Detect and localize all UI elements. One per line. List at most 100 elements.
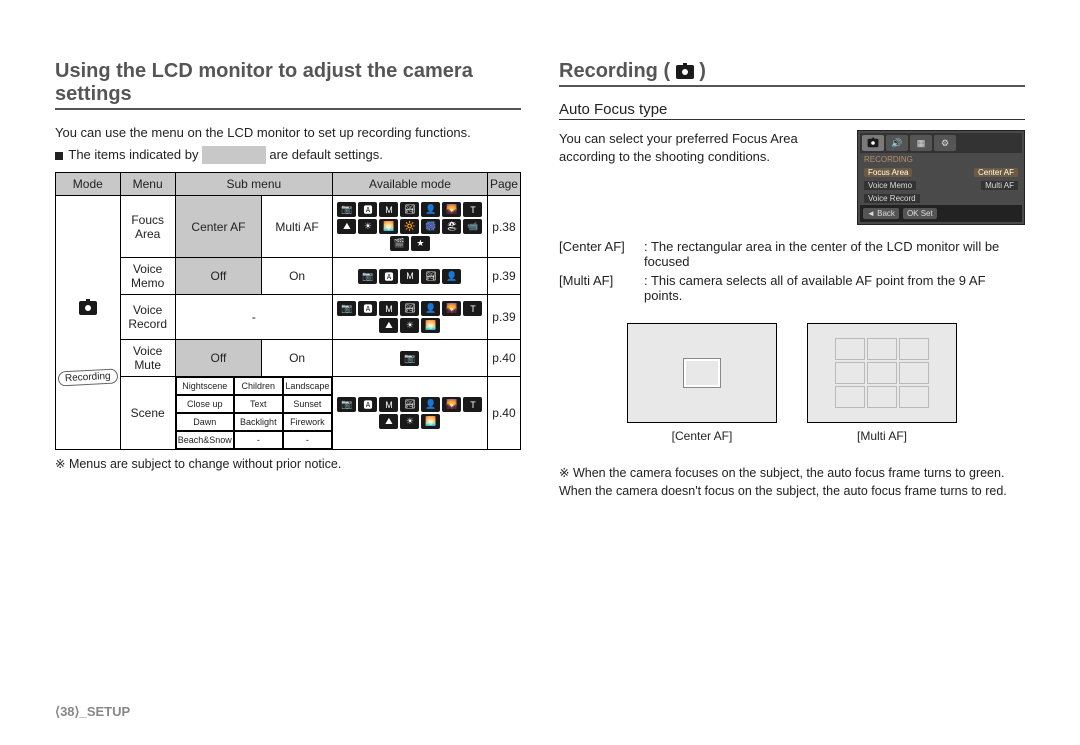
scene-cell: Dawn: [176, 413, 234, 431]
menu-cell: Voice Record: [120, 295, 175, 340]
tab-icon: ⚙: [934, 135, 956, 151]
icons-cell: 📷🅰M🏞👤🌄T⛰☀🌅🔆🎆🏖📹🎬★: [332, 196, 487, 258]
scene-cell: Backlight: [234, 413, 283, 431]
mode-icon: 🌅: [379, 219, 398, 234]
af-definitions: [Center AF] : The rectangular area in th…: [559, 239, 1025, 303]
scene-cell: Beach&Snow: [176, 431, 234, 449]
camera-icon: [79, 301, 97, 315]
submenu-cell: On: [262, 258, 333, 295]
icons-cell: 📷🅰M🏞👤🌄T⛰☀🌅: [332, 295, 487, 340]
mode-icon: 📷: [358, 269, 377, 284]
mode-icon: 🌅: [421, 318, 440, 333]
lcd-menu-preview: 🔊 ▦ ⚙ RECORDING Focus AreaCenter AF Voic…: [857, 130, 1025, 225]
th-page: Page: [487, 173, 520, 196]
camera-icon: [676, 65, 694, 79]
mode-icon: ☀: [358, 219, 377, 234]
right-heading: Recording ( ): [559, 60, 1025, 87]
scene-cell: Firework: [283, 413, 332, 431]
scene-cell: Sunset: [283, 395, 332, 413]
mode-icon: M: [400, 269, 419, 284]
menu-cell: Voice Memo: [120, 258, 175, 295]
tab-icon: 🔊: [886, 135, 908, 151]
mode-icon: 🔆: [400, 219, 419, 234]
table-row: Voice Record - 📷🅰M🏞👤🌄T⛰☀🌅 p.39: [56, 295, 521, 340]
def-row: [Center AF] : The rectangular area in th…: [559, 239, 1025, 269]
mode-icon: ★: [411, 236, 430, 251]
mode-icon: ☀: [400, 318, 419, 333]
submenu-cell: Off: [175, 258, 261, 295]
af-frame: [807, 323, 957, 423]
menu-bottom: ◄ BackOK Set: [860, 205, 1022, 222]
mode-icon: ☀: [400, 414, 419, 429]
center-af-example: [Center AF]: [627, 323, 777, 445]
af-examples: [Center AF] [Multi AF]: [559, 323, 1025, 445]
scene-cell: Nightscene: [176, 377, 234, 395]
submenu-cell: Off: [175, 340, 261, 377]
th-available: Available mode: [332, 173, 487, 196]
mode-icon: 🅰: [358, 202, 377, 217]
submenu-cell: Multi AF: [262, 196, 333, 258]
def-label: [Multi AF]: [559, 273, 644, 303]
mode-icon: 👤: [421, 301, 440, 316]
mode-icon: 🌄: [442, 397, 461, 412]
scene-cell: Landscape: [283, 377, 332, 395]
mode-icon: T: [463, 301, 482, 316]
scene-cell: -: [234, 431, 283, 449]
menu-title: RECORDING: [860, 153, 1022, 166]
mode-icon: T: [463, 202, 482, 217]
submenu-cell: -: [175, 295, 332, 340]
scene-cell: Children: [234, 377, 283, 395]
af-intro: You can select your preferred Focus Area…: [559, 130, 843, 166]
scene-cell: -: [283, 431, 332, 449]
page-cell: p.40: [487, 377, 520, 450]
table-row: Voice Mute Off On 📷 p.40: [56, 340, 521, 377]
page-cell: p.39: [487, 258, 520, 295]
left-heading: Using the LCD monitor to adjust the came…: [55, 60, 521, 110]
icons-cell: 📷🅰M🏞👤: [332, 258, 487, 295]
icons-cell: 📷: [332, 340, 487, 377]
mode-icon: 👤: [421, 202, 440, 217]
menu-row: Focus AreaCenter AF: [860, 166, 1022, 179]
icons-cell: 📷🅰M🏞👤🌄T⛰☀🌅: [332, 377, 487, 450]
mode-icon: 🏞: [421, 269, 440, 284]
mode-icon: 🏞: [400, 301, 419, 316]
def-text: : The rectangular area in the center of …: [644, 239, 1025, 269]
tab-icon: [862, 135, 884, 151]
page-cell: p.39: [487, 295, 520, 340]
table-header-row: Mode Menu Sub menu Available mode Page: [56, 173, 521, 196]
tab-icon: ▦: [910, 135, 932, 151]
subheading: Auto Focus type: [559, 101, 1025, 120]
bullet-icon: [55, 152, 63, 160]
menu-tabs: 🔊 ▦ ⚙: [860, 133, 1022, 153]
mode-icon: M: [379, 301, 398, 316]
scene-cell: Close up: [176, 395, 234, 413]
def-row: [Multi AF] : This camera selects all of …: [559, 273, 1025, 303]
mode-icon: 🎬: [390, 236, 409, 251]
mode-icon: 📷: [337, 202, 356, 217]
table-row: Recording Foucs Area Center AF Multi AF …: [56, 196, 521, 258]
menu-row: Voice Record: [860, 192, 1022, 205]
mode-icon: 📷: [400, 351, 419, 366]
mode-badge: Recording: [58, 369, 118, 387]
mode-icon: 🎆: [421, 219, 440, 234]
scene-cell: Text: [234, 395, 283, 413]
page-footer: ⟨38⟩_SETUP: [55, 704, 130, 720]
mode-icon: 🅰: [379, 269, 398, 284]
submenu-cell: On: [262, 340, 333, 377]
mode-icon: 📷: [337, 397, 356, 412]
menu-row: Voice MemoMulti AF: [860, 179, 1022, 192]
multi-af-grid: [835, 338, 929, 408]
mode-icon: 🏞: [400, 397, 419, 412]
menu-cell: Voice Mute: [120, 340, 175, 377]
mode-icon: M: [379, 202, 398, 217]
right-column: Recording ( ) Auto Focus type You can se…: [559, 60, 1025, 504]
page-cell: p.40: [487, 340, 520, 377]
left-column: Using the LCD monitor to adjust the came…: [55, 60, 521, 504]
mode-icon: 🏞: [400, 202, 419, 217]
intro-text: You can use the menu on the LCD monitor …: [55, 124, 521, 142]
mode-icon: 🌄: [442, 301, 461, 316]
mode-icon: 🌄: [442, 202, 461, 217]
mode-icon: 👤: [442, 269, 461, 284]
th-menu: Menu: [120, 173, 175, 196]
mode-icon: ⛰: [337, 219, 356, 234]
